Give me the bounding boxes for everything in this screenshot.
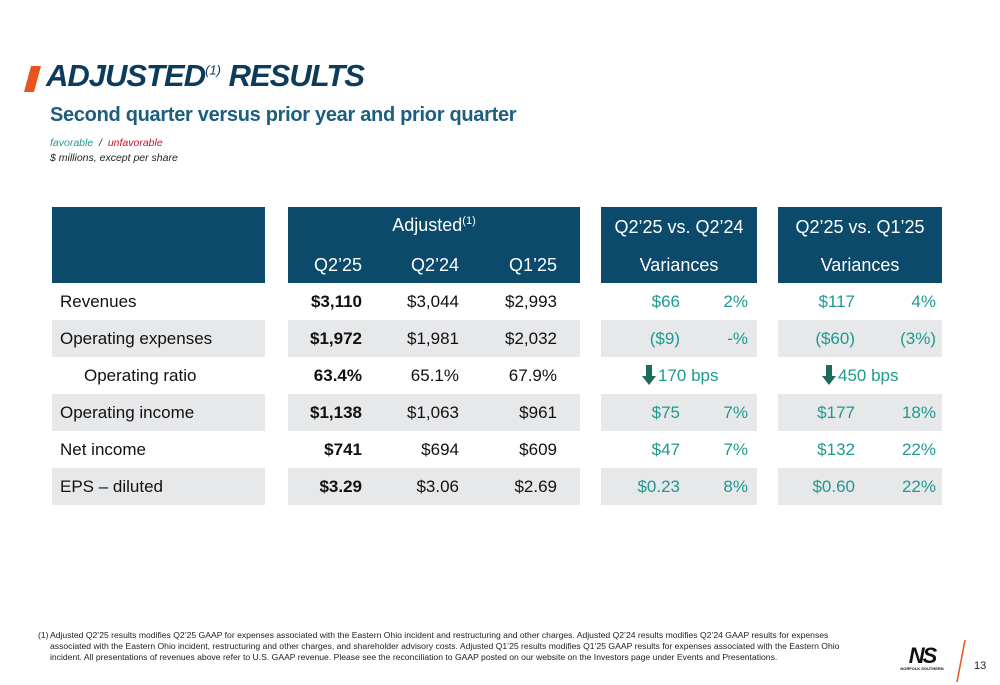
row-background xyxy=(601,468,757,505)
logo-name: NORFOLK SOUTHERN xyxy=(900,666,944,671)
header-block xyxy=(778,207,942,283)
down-arrow xyxy=(822,365,836,385)
variance-amount: $177 xyxy=(817,403,855,422)
column-subheader: Variances xyxy=(639,255,719,275)
row-label: Operating income xyxy=(60,403,195,422)
row-label: Net income xyxy=(60,440,146,459)
column-subheader: Variances xyxy=(820,255,900,275)
cell-value: $2,032 xyxy=(505,329,557,348)
variance-percent: 22% xyxy=(901,440,936,459)
variance-percent: (3%) xyxy=(900,329,936,348)
row-background xyxy=(52,320,265,357)
logo: NS NORFOLK SOUTHERN xyxy=(896,643,948,672)
variance-percent: 22% xyxy=(901,477,936,496)
variance-amount: $47 xyxy=(651,440,680,459)
legend-unfavorable: unfavorable xyxy=(107,137,163,149)
title: ADJUSTED(1) RESULTS xyxy=(46,58,365,94)
variance-amount: ($9) xyxy=(649,329,680,348)
title-superscript: (1) xyxy=(205,62,221,78)
cell-value: $694 xyxy=(421,440,459,459)
column-header: Q2’24 xyxy=(410,255,459,275)
cell-value: 65.1% xyxy=(410,366,459,385)
down-arrow xyxy=(642,365,656,385)
variance-bps: 170 bps xyxy=(658,366,719,385)
divider xyxy=(956,640,966,682)
footnote-marker: (1) xyxy=(38,630,49,640)
column-header: Q2’25 xyxy=(313,255,362,275)
variance-percent: 7% xyxy=(723,440,748,459)
header-block xyxy=(52,207,265,283)
variance-percent: 2% xyxy=(723,292,748,311)
cell-value: $961 xyxy=(519,403,557,422)
cell-value: $1,138 xyxy=(310,403,362,422)
adjusted-header: Adjusted(1) xyxy=(288,215,580,236)
row-background xyxy=(288,320,580,357)
variance-percent: 8% xyxy=(723,477,748,496)
variance-bps: 450 bps xyxy=(838,366,899,385)
legend-separator: / xyxy=(99,137,102,149)
column-group-header: Q2’25 vs. Q2’24 xyxy=(614,217,744,237)
cell-value: $2.69 xyxy=(514,477,557,496)
row-label: Operating expenses xyxy=(60,329,213,348)
adjusted-superscript: (1) xyxy=(462,215,476,227)
legend-favorable: favorable xyxy=(50,137,94,149)
title-accent xyxy=(24,66,41,92)
row-background xyxy=(778,394,942,431)
title-text: ADJUSTED xyxy=(46,58,206,93)
variance-amount: ($60) xyxy=(815,329,855,348)
cell-value: $609 xyxy=(519,440,557,459)
header-block xyxy=(288,207,580,283)
cell-value: $1,981 xyxy=(407,329,459,348)
row-background xyxy=(288,468,580,505)
variance-percent: 4% xyxy=(911,292,936,311)
variance-amount: $66 xyxy=(651,292,680,311)
row-background xyxy=(778,320,942,357)
title-text-end: RESULTS xyxy=(228,58,365,93)
column-header: Q1’25 xyxy=(508,255,557,275)
footnote: (1) Adjusted Q2’25 results modifies Q2’25… xyxy=(38,630,868,663)
adjusted-header-text: Adjusted xyxy=(392,215,463,235)
variance-amount: $0.60 xyxy=(812,477,855,496)
cell-value: $3,110 xyxy=(310,292,362,311)
footnote-text: Adjusted Q2’25 results modifies Q2’25 GA… xyxy=(50,630,840,662)
row-label: EPS – diluted xyxy=(60,477,164,496)
row-background xyxy=(52,394,265,431)
cell-value: $2,993 xyxy=(505,292,557,311)
cell-value: $1,972 xyxy=(310,329,362,348)
page-number: 13 xyxy=(974,660,987,672)
header-block xyxy=(601,207,757,283)
row-background xyxy=(778,468,942,505)
variance-percent: 7% xyxy=(723,403,748,422)
subtitle: Second quarter versus prior year and pri… xyxy=(50,104,517,126)
cell-value: $3.06 xyxy=(416,477,459,496)
cell-value: $3,044 xyxy=(407,292,459,311)
row-label: Revenues xyxy=(60,292,137,311)
units-note: $ millions, except per share xyxy=(50,152,178,164)
variance-percent: -% xyxy=(727,329,748,348)
row-label: Operating ratio xyxy=(84,366,197,385)
variance-amount: $132 xyxy=(817,440,855,459)
cell-value: $1,063 xyxy=(407,403,459,422)
column-group-header: Q2’25 vs. Q1’25 xyxy=(795,217,925,237)
legend: favorable / unfavorable xyxy=(50,137,163,149)
cell-value: $3.29 xyxy=(319,477,362,496)
cell-value: 63.4% xyxy=(313,366,362,385)
variance-percent: 18% xyxy=(901,403,936,422)
cell-value: 67.9% xyxy=(508,366,557,385)
row-background xyxy=(288,394,580,431)
variance-amount: $117 xyxy=(818,292,855,311)
cell-value: $741 xyxy=(324,440,362,459)
logo-mark: NS xyxy=(908,643,938,668)
variance-amount: $0.23 xyxy=(637,477,680,496)
row-background xyxy=(601,320,757,357)
row-background xyxy=(52,468,265,505)
row-background xyxy=(601,394,757,431)
variance-amount: $75 xyxy=(651,403,680,422)
